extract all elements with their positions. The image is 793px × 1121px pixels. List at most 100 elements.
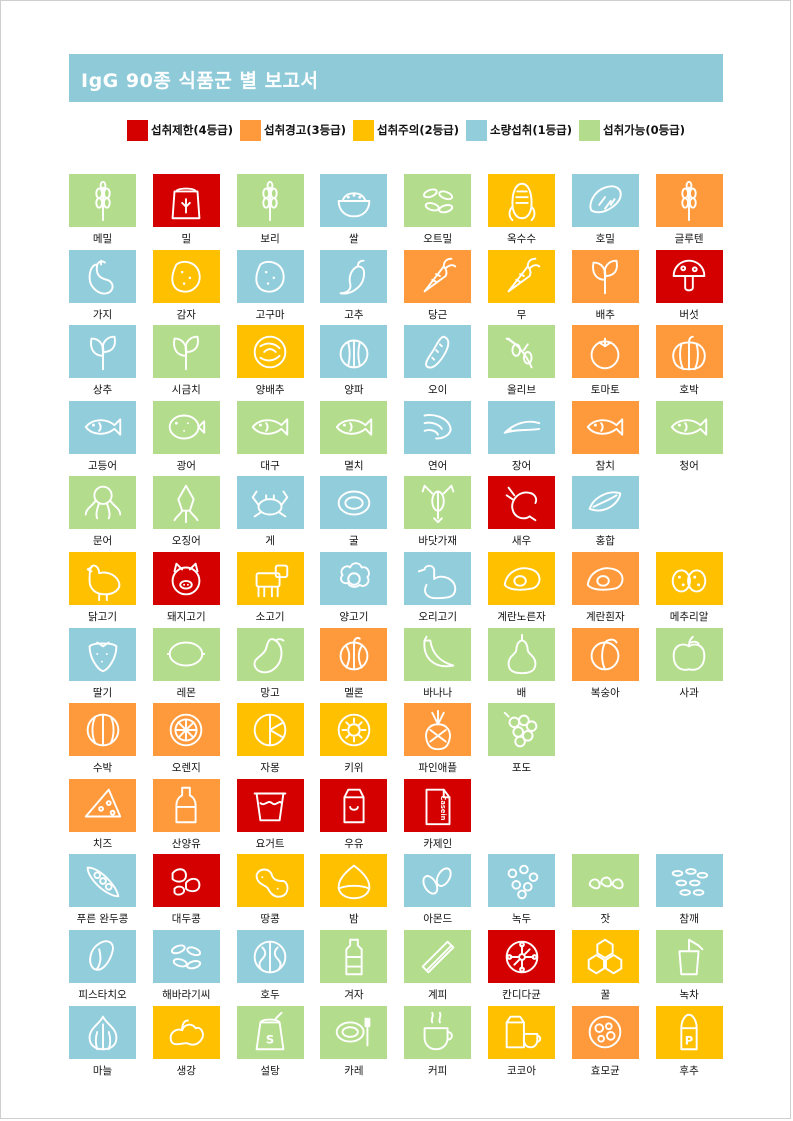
food-label: 복숭아 [590,686,620,699]
food-label: 상추 [92,384,113,397]
food-tile [320,552,388,605]
food-label: 돼지고기 [166,611,206,623]
food-label: 우유 [344,837,364,850]
legend-swatch [240,119,261,141]
food-item: 키위 [320,703,388,774]
food-tile [488,174,555,227]
food-item: 계란흰자 [571,552,639,623]
food-item: 계란노른자 [488,552,555,623]
food-item: 문어 [69,476,136,547]
food-label: 옥수수 [507,233,536,245]
food-label: 메밀 [92,233,113,245]
food-label: 칸디다균 [502,989,541,1001]
fish-icon [84,418,121,436]
food-tile [236,476,304,530]
pistachio-icon [88,939,114,971]
food-item: S 설탕 [236,1005,304,1077]
food-item: 호밀 [571,174,639,245]
food-label: 푸른 완두콩 [76,913,129,926]
food-label: 레몬 [176,686,196,699]
food-label: 장어 [511,459,532,472]
peach-icon [590,638,620,671]
flatfish-icon [169,414,206,440]
food-label: 올리브 [507,384,536,397]
food-label: 오트밀 [423,233,453,245]
legend-swatch [579,119,600,141]
food-tile [152,174,220,227]
shrimp-icon [505,486,537,522]
food-item: 호박 [655,325,723,396]
pepper-icon [339,259,365,295]
food-label: 밤 [349,913,359,926]
food-tile [320,400,388,454]
food-label: 바닷가재 [418,535,457,548]
food-tile [488,854,555,908]
food-tile [69,778,136,832]
food-tile [488,325,555,379]
food-item: 카레 [320,1005,388,1077]
food-item: 겨자 [320,930,388,1001]
food-item: 요거트 [236,778,304,850]
food-label: 호두 [260,989,280,1001]
food-label: 닭고기 [88,611,117,623]
food-label: 오징어 [171,535,201,548]
food-label: 고구마 [255,308,285,321]
casein-icon: Casein [425,789,451,826]
grape-icon [503,711,537,747]
food-label: 녹두 [511,913,532,926]
food-item: 호두 [236,930,304,1001]
food-label: 수박 [92,762,113,775]
food-item: 푸른 완두콩 [69,854,136,925]
food-item: 참치 [571,400,639,472]
food-tile: Casein [404,778,472,832]
food-tile [69,854,136,908]
food-tile [404,325,472,379]
food-tile [571,627,639,681]
mussel-icon [589,491,622,512]
legend-swatch [127,119,148,141]
food-tile [571,854,639,908]
food-tile [152,400,220,454]
food-label: 양배추 [255,384,285,397]
legend-label: 섭취주의(2등급) [377,123,459,137]
food-label: 효모균 [590,1064,620,1077]
food-item: 오렌지 [152,703,220,774]
food-tile [404,174,472,227]
food-item: 고구마 [236,249,304,321]
potato-icon [255,261,285,293]
food-label: 굴 [349,535,359,548]
food-item: 배추 [571,249,639,321]
grain-icon [681,180,697,221]
food-label: 포도 [511,762,532,775]
food-tile [152,552,220,605]
food-item: 녹차 [655,930,723,1001]
food-item: 돼지고기 [152,552,220,623]
food-item: 올리브 [488,325,555,396]
food-label: 파인애플 [418,762,457,775]
food-item: 망고 [236,627,304,699]
food-label: 사과 [679,686,699,699]
food-tile [488,930,555,983]
food-label: 마늘 [92,1064,113,1077]
leaf-icon [592,259,619,295]
legend-label: 섭취가능(0등급) [603,123,685,137]
food-label: 꿀 [600,989,611,1001]
food-tile [571,476,639,530]
milk-icon [343,789,365,824]
food-tile [236,703,304,757]
food-tile [69,627,136,681]
bowl-icon [337,191,371,217]
food-item: 감자 [152,249,220,321]
food-label: 게 [265,535,275,548]
fish-icon [670,418,708,436]
food-tile [404,552,472,605]
food-item: 커피 [404,1005,472,1077]
bottle-icon [175,787,197,824]
food-label: 계란노른자 [497,611,546,623]
food-tile [236,400,304,454]
food-item: 수박 [69,703,136,774]
food-tile [69,476,136,530]
food-label: 계란흰자 [585,611,625,623]
food-label: 호박 [679,384,699,397]
food-label: 홍합 [595,535,615,548]
